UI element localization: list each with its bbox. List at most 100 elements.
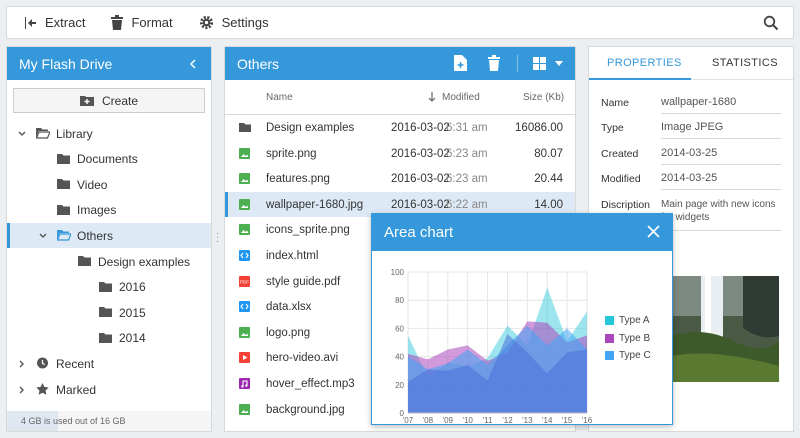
file-row[interactable]: data.xlsx: [225, 294, 575, 320]
storage-text: 4 GB is used out of 16 GB: [21, 416, 126, 426]
code-file-icon: [239, 301, 250, 313]
file-row[interactable]: Design examples 2016-03-02 6:31 am 16086.00: [225, 115, 575, 141]
x-tick-label: '13: [522, 416, 533, 425]
property-value[interactable]: wallpaper-1680: [661, 96, 737, 108]
file-row[interactable]: icons_sprite.png: [225, 217, 575, 243]
create-button[interactable]: Create: [13, 88, 205, 113]
x-tick-label: '11: [483, 416, 493, 425]
legend-swatch-c: [605, 351, 614, 360]
y-tick-label: 80: [395, 296, 404, 305]
file-row[interactable]: index.html: [225, 243, 575, 269]
sidebar-item-label: 2014: [119, 331, 146, 346]
legend-label-b: Type B: [619, 333, 651, 344]
legend-swatch-b: [605, 334, 614, 343]
tab-statistics[interactable]: STATISTICS: [712, 57, 778, 69]
sidebar-item-label: Marked: [56, 382, 97, 397]
file-row[interactable]: background.jpg: [225, 397, 575, 423]
file-size: 14.00: [534, 198, 563, 211]
x-tick-label: '10: [462, 416, 473, 425]
x-tick-label: '08: [423, 416, 434, 425]
y-tick-label: 60: [395, 324, 404, 333]
gear-icon: [199, 15, 213, 30]
audio-file-icon: [239, 378, 250, 389]
delete-icon[interactable]: [488, 55, 500, 71]
sort-down-icon[interactable]: [428, 92, 436, 102]
toolbar: Extract Format Settings: [6, 6, 794, 39]
drive-title: My Flash Drive: [19, 55, 113, 72]
property-value[interactable]: Image JPEG: [661, 121, 724, 133]
video-file-icon: [239, 352, 250, 364]
sidebar-item[interactable]: Design examples: [7, 249, 211, 274]
trash-icon: [111, 15, 124, 30]
property-label: Type: [601, 122, 624, 134]
storage-indicator: 4 GB is used out of 16 GB: [7, 411, 211, 431]
property-value[interactable]: 2014-03-25: [661, 147, 718, 159]
file-row[interactable]: hero-video.avi: [225, 345, 575, 371]
image-file-icon: [239, 326, 250, 338]
sidebar-item[interactable]: Library: [7, 121, 211, 146]
x-tick-label: '15: [562, 416, 573, 425]
tab-indicator: [589, 78, 691, 80]
tab-properties[interactable]: PROPERTIES: [607, 57, 682, 69]
chevron-down-icon[interactable]: [555, 61, 563, 66]
y-tick-label: 100: [391, 268, 405, 277]
column-modified[interactable]: Modified: [442, 92, 480, 103]
file-row[interactable]: hover_effect.mp3: [225, 371, 575, 397]
image-file-icon: [239, 403, 250, 415]
new-file-icon[interactable]: [454, 55, 467, 71]
file-panel-header: Others: [225, 47, 575, 80]
clock-icon: [37, 357, 48, 369]
sidebar-item[interactable]: Documents: [7, 147, 211, 172]
sidebar-item[interactable]: Images: [7, 198, 211, 223]
file-name: Design examples: [266, 122, 355, 134]
sidebar-item[interactable]: Others: [7, 223, 211, 249]
property-underline: [661, 230, 781, 231]
file-row[interactable]: features.png 2016-03-02 6:23 am 20.44: [225, 166, 575, 192]
sidebar-item[interactable]: Marked: [7, 377, 211, 402]
sidebar: My Flash Drive Create Library Documents Vi…: [6, 46, 212, 432]
file-date: 2016-03-02: [391, 122, 450, 134]
property-value[interactable]: 2014-03-25: [661, 172, 718, 184]
search-icon[interactable]: [763, 15, 779, 31]
column-size[interactable]: Size (Kb): [523, 92, 565, 103]
format-button[interactable]: Format: [111, 15, 173, 30]
folder-open-icon: [57, 230, 71, 241]
folder-icon: [99, 332, 112, 343]
folder-icon: [57, 179, 70, 190]
sidebar-item-label: 2015: [119, 305, 146, 320]
sidebar-item[interactable]: Video: [7, 172, 211, 197]
property-underline: [661, 113, 781, 114]
chevron-down-icon[interactable]: [39, 232, 47, 240]
chevron-right-icon[interactable]: [18, 360, 26, 368]
create-label: Create: [101, 93, 139, 108]
column-name[interactable]: Name: [266, 92, 293, 103]
file-row[interactable]: sprite.png 2016-03-02 6:23 am 80.07: [225, 141, 575, 167]
sidebar-item-label: Images: [77, 203, 117, 218]
file-list-header: Name Modified Size (Kb): [225, 80, 575, 115]
sidebar-item[interactable]: 2014: [7, 326, 211, 351]
sidebar-item[interactable]: 2015: [7, 300, 211, 325]
property-label: Modified: [601, 173, 641, 185]
sidebar-item-label: Documents: [77, 152, 138, 167]
image-file-icon: [239, 173, 250, 185]
chevron-right-icon[interactable]: [18, 386, 26, 394]
extract-button[interactable]: Extract: [23, 15, 85, 30]
file-row[interactable]: logo.png: [225, 320, 575, 346]
chevron-left-icon[interactable]: [189, 59, 197, 69]
legend-type-a: Type A: [605, 315, 650, 326]
chevron-down-icon[interactable]: [18, 130, 26, 138]
grid-view-icon[interactable]: [533, 57, 546, 70]
file-row[interactable]: PDF style guide.pdf: [225, 269, 575, 295]
panel-resize-handle[interactable]: · · ·: [216, 228, 220, 247]
file-date: 2016-03-02: [391, 173, 450, 186]
close-icon[interactable]: [647, 225, 660, 238]
header-divider: [517, 55, 518, 72]
legend-type-c: Type C: [605, 350, 651, 361]
file-time: 6:23 am: [446, 147, 488, 160]
x-tick-label: '16: [582, 416, 593, 425]
sidebar-item[interactable]: Recent: [7, 351, 211, 376]
sidebar-item[interactable]: 2016: [7, 275, 211, 300]
property-value[interactable]: Main page with new icons for widgets: [661, 199, 776, 223]
settings-button[interactable]: Settings: [199, 15, 269, 30]
property-underline: [661, 138, 781, 139]
